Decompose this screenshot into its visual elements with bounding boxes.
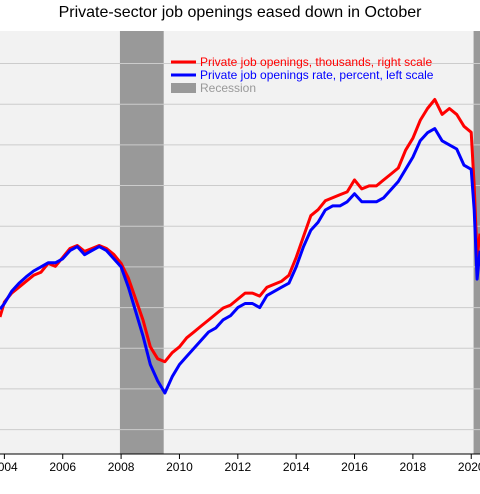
x-tick-label: 2018: [400, 460, 427, 474]
legend-label-0: Private job openings, thousands, right s…: [200, 55, 432, 69]
x-tick-label: 2012: [224, 460, 251, 474]
x-tick-label: 2006: [49, 460, 76, 474]
series-lines: [0, 98, 480, 395]
plot-background: [0, 31, 480, 454]
x-tick-label: 2020: [458, 460, 480, 474]
legend-label-2: Recession: [200, 81, 256, 95]
x-tick-label: 2008: [108, 460, 135, 474]
x-axis: 2004 2006 2008 2010 2012 2014 2016 2018 2020: [0, 453, 480, 474]
recession-band-0: [119, 31, 164, 454]
series-line-1: [0, 127, 480, 395]
x-tick-label: 2014: [283, 460, 310, 474]
legend-swatch-2: [171, 83, 196, 93]
x-tick-label: 2010: [166, 460, 193, 474]
legend-label-1: Private job openings rate, percent, left…: [200, 68, 434, 82]
x-tick-label: 2016: [341, 460, 368, 474]
x-tick-label: 2004: [0, 460, 18, 474]
legend: Private job openings, thousands, right s…: [171, 55, 434, 95]
gridlines: [0, 63, 480, 431]
chart-title: Private-sector job openings eased down i…: [58, 4, 422, 21]
